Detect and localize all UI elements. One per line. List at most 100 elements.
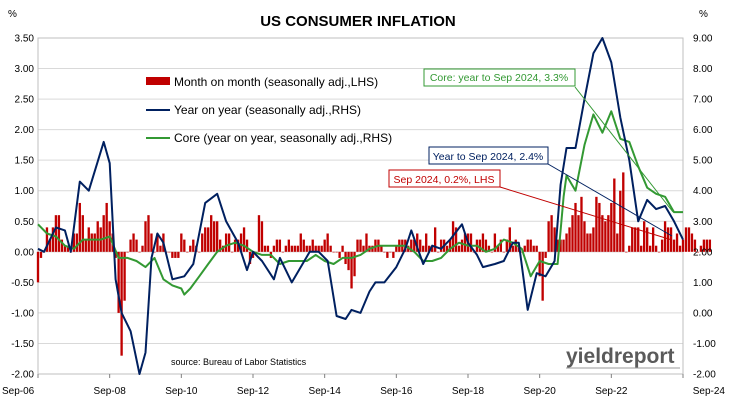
month-bar <box>132 233 135 252</box>
month-bar <box>463 233 467 252</box>
month-bar <box>227 233 231 252</box>
month-bar <box>117 251 120 313</box>
month-bar <box>487 245 491 252</box>
month-bar <box>120 251 123 356</box>
right-tick-label: -2.00 <box>693 370 716 381</box>
month-bar <box>433 227 437 252</box>
month-bar <box>266 245 270 252</box>
month-bar <box>702 239 706 252</box>
month-bar <box>657 251 661 253</box>
month-bar <box>439 239 443 252</box>
month-bar <box>663 221 667 252</box>
month-bar <box>538 251 541 277</box>
month-bar <box>57 215 61 252</box>
month-bar <box>660 239 664 252</box>
month-bar <box>51 227 55 252</box>
month-bar <box>654 245 658 252</box>
month-bar <box>180 233 183 252</box>
month-bar <box>550 215 553 252</box>
month-bar <box>332 251 335 253</box>
x-tick-label: Sep-22 <box>595 386 628 397</box>
month-bar <box>705 239 709 252</box>
core-note-leader <box>574 86 674 213</box>
month-bar <box>708 239 712 252</box>
left-tick-label: 0.00 <box>15 247 35 258</box>
month-bar <box>341 245 344 252</box>
month-bar <box>96 221 99 252</box>
month-bar <box>126 251 129 253</box>
month-bar <box>577 215 580 252</box>
month-bar <box>365 233 368 252</box>
month-bar <box>386 251 389 258</box>
month-bar <box>48 239 52 252</box>
month-bar <box>239 233 243 252</box>
core-line <box>37 110 683 296</box>
month-bar <box>186 251 189 253</box>
month-bar <box>189 245 192 252</box>
month-bar <box>511 245 514 252</box>
month-bar <box>63 245 67 252</box>
month-bar <box>177 251 180 258</box>
month-bar <box>207 227 210 252</box>
month-bar <box>168 251 171 253</box>
month-bar <box>78 202 81 252</box>
month-bar <box>607 215 610 252</box>
month-bar <box>601 215 604 252</box>
month-bar <box>296 245 299 252</box>
month-bar <box>224 233 228 252</box>
month-bar <box>583 221 586 252</box>
month-bar <box>114 251 117 258</box>
month-bar <box>499 239 503 252</box>
right-axis-unit: % <box>699 9 708 20</box>
month-bar <box>496 245 500 252</box>
month-bar <box>625 251 628 253</box>
month-bar <box>646 227 649 252</box>
right-tick-label: -1.00 <box>693 339 716 350</box>
month-bar <box>457 245 461 252</box>
left-axis-ticks: 3.50 3.00 2.50 2.00 1.50 1.00 0.50 0.00 -0.50 -1.… <box>11 34 34 381</box>
month-bar <box>204 227 207 252</box>
month-bar <box>272 245 276 252</box>
month-bar <box>547 221 550 252</box>
x-tick-label: Sep-12 <box>237 386 270 397</box>
month-bar <box>419 239 422 252</box>
month-bar <box>529 239 532 252</box>
left-tick-label: 1.00 <box>15 186 35 197</box>
month-bar <box>535 245 538 252</box>
month-bar <box>508 227 511 252</box>
month-bar <box>359 239 362 252</box>
month-bar <box>643 221 646 252</box>
month-bar <box>568 227 571 252</box>
month-bar <box>478 239 482 252</box>
month-bar <box>183 239 186 252</box>
month-bar <box>150 233 153 252</box>
month-bar <box>141 245 144 252</box>
month-bar <box>574 202 577 252</box>
right-tick-label: 6.00 <box>693 125 713 136</box>
right-axis-ticks: 9.00 8.00 7.00 6.00 5.00 4.00 3.00 2.00 1.00 0.00… <box>693 34 716 381</box>
x-tick-label: Sep-24 <box>693 386 726 397</box>
x-tick-label: Sep-06 <box>2 386 35 397</box>
month-bar <box>260 221 264 252</box>
month-bar <box>93 233 96 252</box>
month-bar <box>299 233 302 252</box>
x-tick-label: Sep-08 <box>94 386 127 397</box>
month-bar <box>619 190 622 252</box>
month-bar <box>311 239 314 252</box>
month-bar <box>105 202 108 252</box>
month-bar <box>413 239 416 252</box>
x-tick-label: Sep-10 <box>165 386 198 397</box>
mom-note-leader <box>499 186 673 241</box>
month-bar <box>347 251 350 271</box>
month-bar <box>678 245 682 252</box>
month-bar <box>699 245 703 252</box>
month-bar <box>323 239 326 252</box>
month-bar <box>523 245 526 252</box>
month-bar <box>559 239 562 252</box>
month-bar <box>281 251 285 253</box>
left-tick-label: 3.50 <box>15 34 35 45</box>
month-bar <box>75 233 78 252</box>
month-bar <box>651 227 655 252</box>
left-tick-label: 0.50 <box>15 217 35 228</box>
x-tick-label: Sep-18 <box>452 386 485 397</box>
